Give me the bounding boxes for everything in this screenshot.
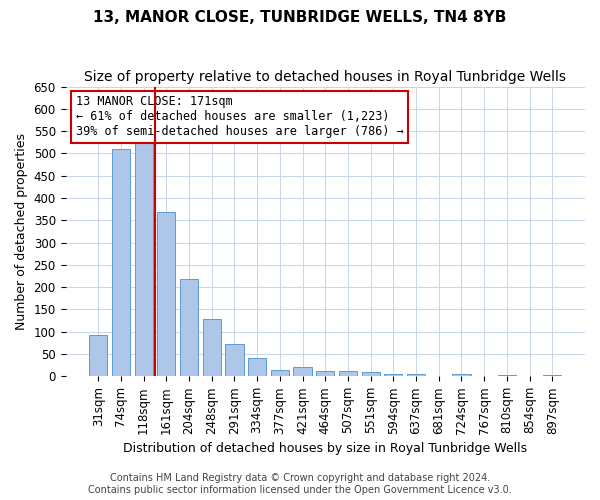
Bar — [407, 374, 425, 376]
Bar — [498, 375, 516, 376]
Y-axis label: Number of detached properties: Number of detached properties — [15, 133, 28, 330]
Bar — [339, 371, 357, 376]
Bar — [157, 212, 175, 376]
Bar — [180, 279, 198, 376]
Bar — [248, 358, 266, 376]
Bar — [452, 374, 470, 376]
Bar — [134, 138, 153, 376]
Bar — [112, 149, 130, 376]
Text: 13, MANOR CLOSE, TUNBRIDGE WELLS, TN4 8YB: 13, MANOR CLOSE, TUNBRIDGE WELLS, TN4 8Y… — [94, 10, 506, 25]
X-axis label: Distribution of detached houses by size in Royal Tunbridge Wells: Distribution of detached houses by size … — [123, 442, 527, 455]
Bar — [203, 320, 221, 376]
Text: Contains HM Land Registry data © Crown copyright and database right 2024.
Contai: Contains HM Land Registry data © Crown c… — [88, 474, 512, 495]
Bar — [316, 371, 334, 376]
Bar — [543, 374, 562, 376]
Title: Size of property relative to detached houses in Royal Tunbridge Wells: Size of property relative to detached ho… — [84, 70, 566, 84]
Bar — [362, 372, 380, 376]
Bar — [384, 374, 403, 376]
Text: 13 MANOR CLOSE: 171sqm
← 61% of detached houses are smaller (1,223)
39% of semi-: 13 MANOR CLOSE: 171sqm ← 61% of detached… — [76, 95, 404, 138]
Bar — [293, 368, 311, 376]
Bar — [226, 344, 244, 376]
Bar — [271, 370, 289, 376]
Bar — [89, 336, 107, 376]
